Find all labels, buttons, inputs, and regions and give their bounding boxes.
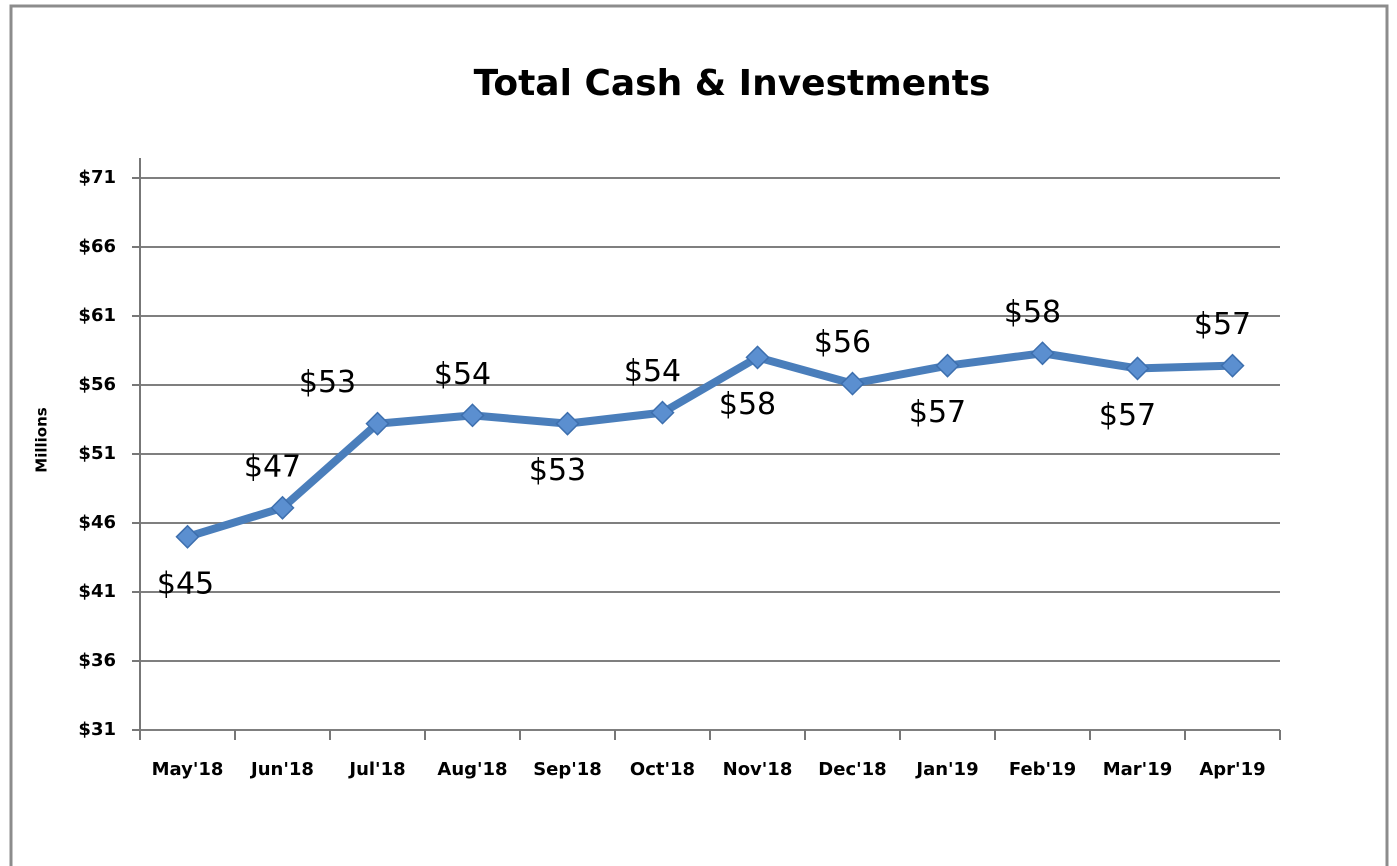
- y-tick-label: $61: [78, 305, 116, 326]
- x-tick-label: Feb'19: [1009, 759, 1076, 780]
- data-label: $47: [244, 449, 301, 484]
- x-tick-label: Jun'18: [249, 759, 314, 780]
- chart-frame: [9, 4, 1389, 866]
- y-axis-label: Millions: [33, 407, 51, 472]
- marker: [1125, 356, 1150, 381]
- marker: [270, 495, 295, 520]
- data-label: $54: [434, 357, 491, 392]
- y-tick-label: $71: [78, 167, 116, 188]
- marker: [935, 353, 960, 378]
- marker: [745, 345, 770, 370]
- data-label: $57: [1099, 398, 1156, 433]
- line: [183, 349, 1237, 541]
- x-tick-label: Nov'18: [723, 759, 793, 780]
- data-label: $57: [909, 395, 966, 430]
- marker: [650, 400, 675, 425]
- y-tick-label: $51: [78, 443, 116, 464]
- data-label: $45: [157, 566, 214, 601]
- x-tick-label: Jul'18: [347, 759, 405, 780]
- x-tick-label: Sep'18: [533, 759, 602, 780]
- x-tick-label: Aug'18: [437, 759, 507, 780]
- chart-title: Total Cash & Investments: [474, 63, 991, 104]
- marker: [840, 371, 865, 396]
- x-tick-label: Oct'18: [630, 759, 695, 780]
- x-tick-label: Dec'18: [818, 759, 886, 780]
- x-tick-label: Apr'19: [1199, 759, 1265, 780]
- x-tick-label: Mar'19: [1103, 759, 1173, 780]
- y-tick-label: $46: [78, 512, 116, 533]
- x-tick-label: Jan'19: [914, 759, 978, 780]
- marker: [365, 411, 390, 436]
- y-tick-label: $41: [78, 581, 116, 602]
- data-label: $53: [299, 365, 356, 400]
- marker: [175, 524, 200, 549]
- y-tick-label: $36: [78, 650, 116, 671]
- marker: [555, 411, 580, 436]
- data-label: $53: [529, 453, 586, 488]
- y-tick-label: $31: [78, 719, 116, 740]
- data-label: $56: [814, 325, 871, 360]
- x-tick-label: May'18: [152, 759, 224, 780]
- marker: [1220, 353, 1245, 378]
- data-label: $58: [719, 387, 776, 422]
- marker: [460, 403, 485, 428]
- data-label: $54: [624, 354, 681, 389]
- y-tick-label: $56: [78, 374, 116, 395]
- marker: [1030, 341, 1055, 366]
- y-tick-label: $66: [78, 236, 116, 257]
- data-label: $57: [1194, 307, 1251, 342]
- data-label: $58: [1004, 295, 1061, 330]
